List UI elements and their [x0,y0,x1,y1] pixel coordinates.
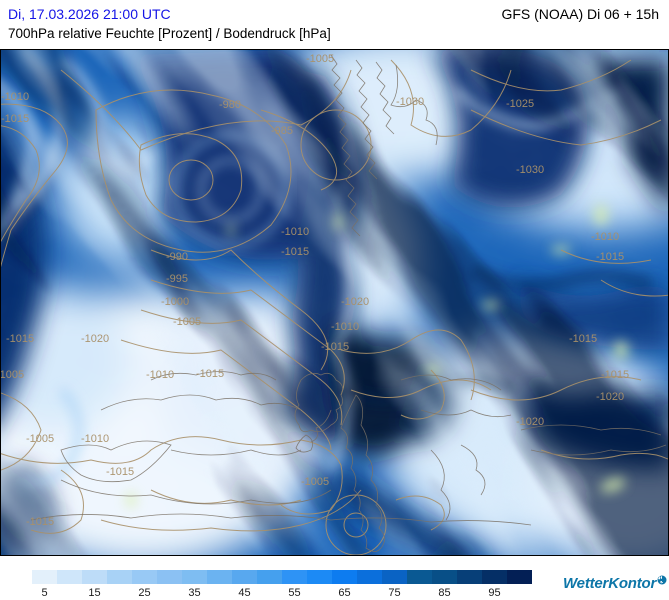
svg-text:-1005: -1005 [1,369,24,381]
svg-text:-990: -990 [166,251,188,263]
svg-text:-1015: -1015 [6,333,34,345]
svg-text:-1010: -1010 [1,91,29,103]
svg-text:-1025: -1025 [506,98,534,110]
svg-text:-1015: -1015 [569,333,597,345]
svg-text:-1010: -1010 [81,433,109,445]
svg-text:-1005: -1005 [173,316,201,328]
svg-text:-1010: -1010 [591,231,619,243]
svg-text:-1015: -1015 [26,516,54,528]
svg-text:-1005: -1005 [26,433,54,445]
svg-text:-1020: -1020 [81,333,109,345]
svg-text:-1020: -1020 [516,416,544,428]
svg-text:-1030: -1030 [516,164,544,176]
svg-text:-1000: -1000 [161,296,189,308]
svg-text:-1005: -1005 [301,476,329,488]
svg-text:-1015: -1015 [601,369,629,381]
svg-text:-1015: -1015 [106,466,134,478]
svg-text:-1015: -1015 [1,113,29,125]
svg-text:-1020: -1020 [596,391,624,403]
svg-text:-1010: -1010 [146,369,174,381]
svg-text:-1005: -1005 [306,53,334,65]
svg-text:-1015: -1015 [321,341,349,353]
svg-text:-1010: -1010 [331,321,359,333]
svg-text:-1030: -1030 [396,96,424,108]
svg-text:-995: -995 [166,273,188,285]
svg-text:-1020: -1020 [341,296,369,308]
svg-text:-1015: -1015 [596,251,624,263]
svg-text:-980: -980 [219,99,241,111]
svg-text:-1015: -1015 [196,368,224,380]
svg-text:-1015: -1015 [281,246,309,258]
svg-text:-1010: -1010 [281,226,309,238]
svg-text:-985: -985 [271,125,293,137]
